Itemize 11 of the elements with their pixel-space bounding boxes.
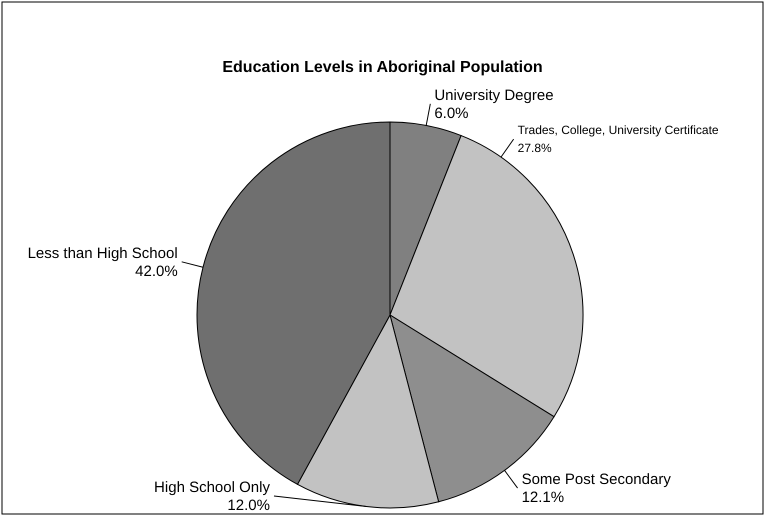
slice-label: University Degree bbox=[434, 86, 554, 104]
chart-title: Education Levels in Aboriginal Population bbox=[222, 59, 543, 76]
data-label: 6.0% bbox=[434, 104, 469, 122]
data-label: 12.0% bbox=[227, 497, 270, 514]
slice-label: Less than High School bbox=[28, 244, 178, 262]
data-label: 12.1% bbox=[522, 489, 564, 506]
slice-label: High School Only bbox=[154, 479, 270, 496]
slice-label: Some Post Secondary bbox=[522, 471, 672, 488]
slice-label: Trades, College, University Certificate bbox=[518, 123, 719, 138]
data-label: 42.0% bbox=[135, 262, 178, 280]
data-label: 27.8% bbox=[518, 141, 552, 156]
